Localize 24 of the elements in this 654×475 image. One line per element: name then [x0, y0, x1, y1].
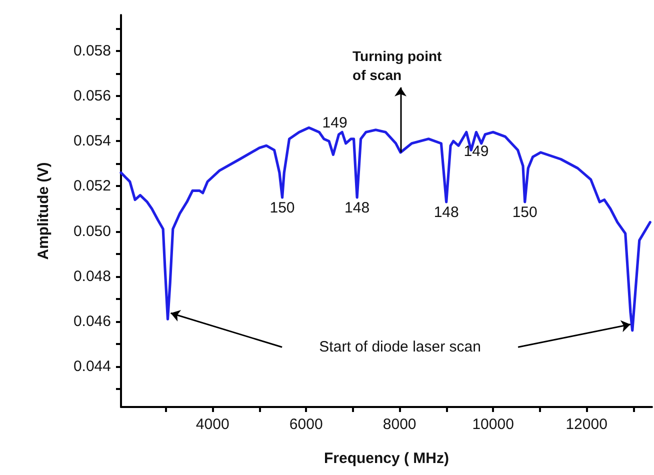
- y-tick-label: 0.044: [73, 358, 111, 375]
- y-axis-title: Amplitude (V): [35, 162, 52, 260]
- x-axis-title: Frequency ( MHz): [324, 450, 450, 467]
- x-tick-label: 6000: [289, 416, 323, 433]
- annotation: Start of diode laser scan: [319, 338, 481, 356]
- y-tick-label: 0.058: [73, 42, 111, 60]
- x-tick-label: 10000: [472, 416, 514, 433]
- annotation: 150: [270, 199, 295, 216]
- y-tick-label: 0.056: [73, 88, 111, 105]
- annotation: 150: [512, 204, 538, 221]
- y-tick-label: 0.054: [73, 132, 111, 150]
- annotation: Turning point of scan: [352, 48, 442, 83]
- annotation: 149: [464, 143, 489, 160]
- y-tick-label: 0.048: [73, 268, 111, 285]
- line-series: [120, 126, 652, 332]
- x-tick-label: 12000: [566, 416, 608, 433]
- x-tick-label: 4000: [196, 416, 230, 433]
- y-tick-label: 0.046: [73, 312, 111, 330]
- annotation: 149: [322, 114, 348, 132]
- x-tick-label: 8000: [382, 416, 416, 433]
- annotation: 148: [434, 204, 459, 221]
- y-tick-label: 0.050: [73, 222, 111, 240]
- annotation: 148: [344, 199, 370, 216]
- y-tick-label: 0.052: [73, 178, 111, 195]
